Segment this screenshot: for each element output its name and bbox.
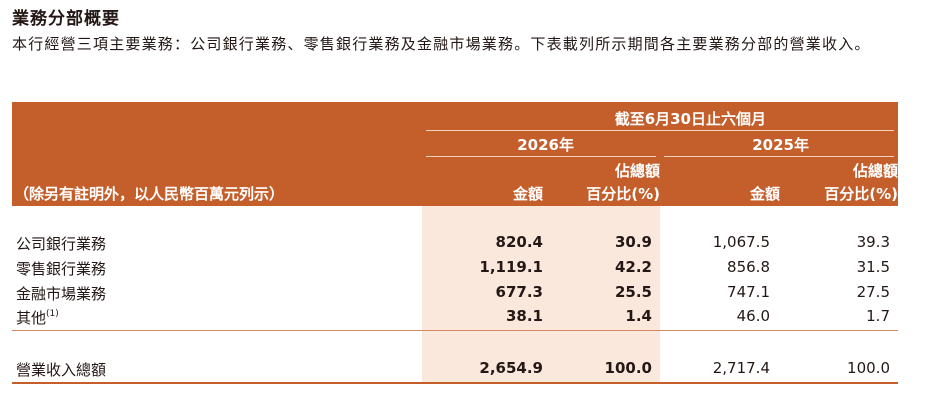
share-2025: 31.5 (856, 258, 890, 276)
amount-header-2026: 金額 (512, 185, 543, 203)
share-2025: 27.5 (856, 283, 890, 301)
row-label: 公司銀行業務 (16, 235, 107, 253)
bottom-rule (12, 382, 898, 384)
share-2026: 1.4 (625, 307, 652, 325)
row-label: 金融市場業務 (16, 285, 107, 303)
section-heading: 業務分部概要 (12, 9, 120, 29)
year-2026-header: 2026年 (517, 136, 574, 154)
total-amount-2025: 2,717.4 (712, 359, 770, 377)
share-2025: 1.7 (866, 307, 890, 325)
amount-2026: 1,119.1 (479, 258, 543, 276)
share-2026: 42.2 (614, 258, 652, 276)
header-rule-2026 (426, 156, 656, 157)
total-share-2026: 100.0 (604, 359, 652, 377)
amount-2025: 1,067.5 (712, 233, 770, 251)
total-label: 營業收入總額 (16, 361, 107, 379)
amount-2026: 38.1 (505, 307, 543, 325)
table-header (12, 102, 898, 206)
share-2026: 25.5 (614, 283, 652, 301)
share-header-2025-line2: 百分比(%) (824, 185, 898, 203)
amount-2025: 747.1 (727, 283, 770, 301)
amount-2025: 46.0 (736, 307, 770, 325)
header-rule-2025 (664, 156, 894, 157)
total-share-2025: 100.0 (847, 359, 890, 377)
column-shade-2026 (422, 206, 660, 382)
footnote-marker: (1) (46, 309, 59, 319)
total-amount-2026: 2,654.9 (479, 359, 543, 377)
share-header-2025-line1: 佔總額 (852, 162, 898, 180)
header-rule-period (426, 130, 894, 131)
period-header: 截至6月30日止六個月 (614, 110, 766, 128)
share-header-2026-line1: 佔總額 (614, 162, 660, 180)
share-2025: 39.3 (856, 233, 890, 251)
amount-header-2025: 金額 (749, 185, 780, 203)
intro-paragraph: 本行經營三項主要業務：公司銀行業務、零售銀行業務及金融市場業務。下表載列所示期間… (12, 35, 871, 53)
subtotal-rule (12, 330, 898, 331)
amount-2026: 820.4 (495, 233, 543, 251)
amount-2026: 677.3 (495, 283, 543, 301)
amount-2025: 856.8 (727, 258, 770, 276)
row-label: 其他 (16, 309, 47, 327)
year-2025-header: 2025年 (752, 136, 809, 154)
unit-note: （除另有註明外，以人民幣百萬元列示） (14, 185, 285, 203)
row-label: 零售銀行業務 (16, 260, 107, 278)
share-2026: 30.9 (614, 233, 652, 251)
share-header-2026-line2: 百分比(%) (586, 185, 660, 203)
